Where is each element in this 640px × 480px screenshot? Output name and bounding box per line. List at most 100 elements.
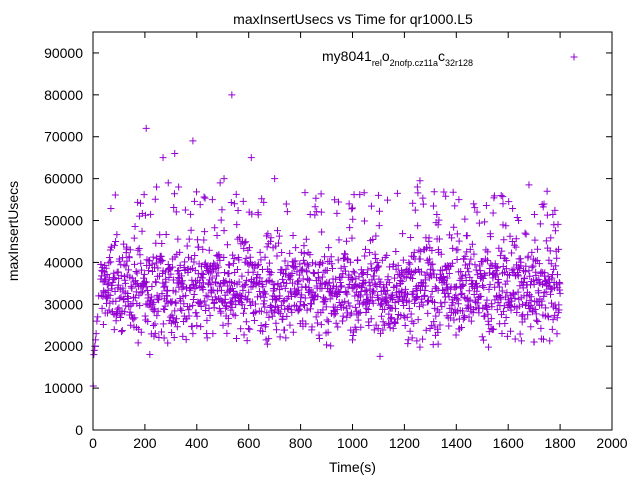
- data-point: [465, 313, 473, 321]
- data-point: [267, 269, 275, 277]
- data-point: [330, 282, 338, 290]
- x-tick-label: 2000: [596, 435, 627, 451]
- data-point: [234, 207, 242, 215]
- data-point: [124, 295, 132, 303]
- y-tick-label: 0: [75, 422, 83, 438]
- data-point: [510, 290, 518, 298]
- data-point: [227, 299, 235, 307]
- data-point: [216, 256, 224, 264]
- legend: my8041relo2nofp.cz11ac32r128: [322, 48, 578, 68]
- data-point: [154, 307, 162, 315]
- data-point: [545, 256, 553, 264]
- data-point: [343, 237, 351, 245]
- data-point: [374, 291, 382, 299]
- data-point: [168, 329, 176, 337]
- data-point: [180, 300, 188, 308]
- data-point: [413, 337, 421, 345]
- data-point: [155, 333, 163, 341]
- data-point: [552, 305, 560, 313]
- data-point: [239, 286, 247, 294]
- data-point: [128, 284, 136, 292]
- data-point: [430, 318, 438, 326]
- data-point: [455, 196, 463, 204]
- data-point: [547, 234, 555, 242]
- data-point: [340, 250, 348, 258]
- data-point: [514, 272, 522, 280]
- data-point: [556, 289, 564, 297]
- data-point: [501, 320, 509, 328]
- data-point: [370, 272, 378, 280]
- data-point: [440, 188, 448, 196]
- data-point: [459, 315, 467, 323]
- data-point: [444, 290, 452, 298]
- data-point: [475, 219, 483, 227]
- data-point: [385, 310, 393, 318]
- data-point: [409, 199, 417, 207]
- data-point: [459, 282, 467, 290]
- data-point: [342, 304, 350, 312]
- data-point: [263, 340, 271, 348]
- data-point: [263, 243, 271, 251]
- data-point: [263, 309, 271, 317]
- data-point: [415, 303, 423, 311]
- data-point: [303, 268, 311, 276]
- data-point: [434, 340, 442, 348]
- data-point: [189, 330, 197, 338]
- data-point: [348, 205, 356, 213]
- data-point: [466, 245, 474, 253]
- data-point: [237, 325, 245, 333]
- data-point: [522, 262, 530, 270]
- data-point: [329, 264, 337, 272]
- data-point: [470, 250, 478, 258]
- data-point: [255, 261, 263, 269]
- data-point: [349, 336, 356, 344]
- data-point: [136, 301, 144, 309]
- data-point: [406, 267, 414, 275]
- data-point: [258, 195, 266, 203]
- data-point: [207, 281, 215, 289]
- data-point: [345, 200, 353, 208]
- data-point: [114, 305, 122, 313]
- data-point: [530, 338, 538, 346]
- data-point: [195, 299, 203, 307]
- data-point: [148, 282, 156, 290]
- data-point: [484, 248, 492, 256]
- data-point: [242, 238, 250, 246]
- data-point: [546, 247, 554, 255]
- data-point: [217, 286, 225, 294]
- data-point: [251, 300, 259, 308]
- data-point: [220, 175, 228, 183]
- data-point: [137, 328, 145, 336]
- data-point: [516, 255, 524, 263]
- data-point: [553, 330, 561, 338]
- data-point: [409, 290, 417, 298]
- data-point: [528, 263, 536, 271]
- data-point: [257, 256, 265, 264]
- data-point: [516, 330, 524, 338]
- data-point: [414, 189, 422, 197]
- data-point: [402, 274, 410, 282]
- data-point: [136, 199, 144, 207]
- data-point: [221, 295, 229, 303]
- data-point: [119, 295, 127, 303]
- data-point: [138, 227, 146, 235]
- data-point: [267, 234, 275, 242]
- data-point: [503, 257, 511, 265]
- data-point: [165, 274, 173, 282]
- data-point: [495, 278, 503, 286]
- data-point: [102, 264, 110, 272]
- data-point: [554, 220, 562, 228]
- data-point: [107, 281, 115, 289]
- data-point: [539, 203, 547, 211]
- data-point: [205, 246, 213, 254]
- x-tick-label: 1800: [545, 435, 576, 451]
- data-point: [461, 252, 469, 260]
- data-point: [453, 230, 461, 238]
- data-point: [302, 320, 310, 328]
- data-point: [383, 298, 391, 306]
- data-point: [333, 209, 341, 217]
- data-point: [187, 210, 195, 218]
- data-point: [452, 331, 460, 339]
